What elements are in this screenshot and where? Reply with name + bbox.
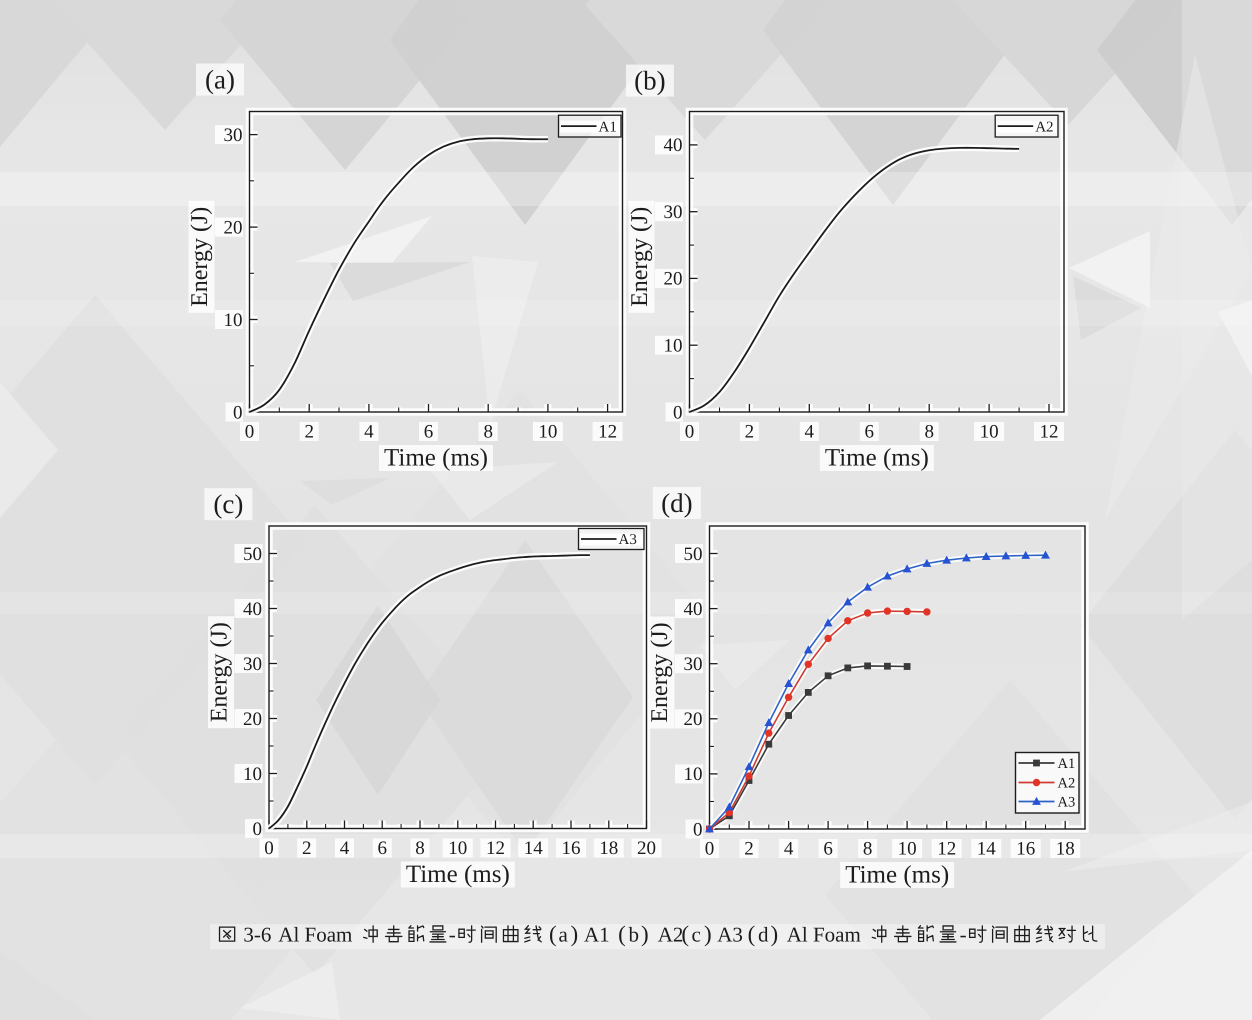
svg-text:20: 20 xyxy=(637,838,656,859)
svg-text:A3: A3 xyxy=(1058,795,1076,811)
svg-text:a: a xyxy=(559,923,569,947)
svg-text:10: 10 xyxy=(980,422,999,443)
svg-text:(: ( xyxy=(549,922,557,947)
svg-text:12: 12 xyxy=(1040,422,1059,443)
svg-text:12: 12 xyxy=(937,839,956,860)
svg-text:8: 8 xyxy=(483,422,493,443)
svg-text:0: 0 xyxy=(264,838,274,859)
svg-text:8: 8 xyxy=(415,838,425,859)
svg-text:Time (ms): Time (ms) xyxy=(845,862,949,889)
svg-text:10: 10 xyxy=(684,764,703,785)
svg-text:(d): (d) xyxy=(661,488,692,518)
svg-text:20: 20 xyxy=(684,709,703,730)
svg-text:0: 0 xyxy=(253,819,263,840)
svg-text:10: 10 xyxy=(243,764,262,785)
svg-text:18: 18 xyxy=(599,838,618,859)
svg-text:c: c xyxy=(692,923,701,947)
svg-text:b: b xyxy=(629,923,640,947)
svg-text:Time (ms): Time (ms) xyxy=(384,445,488,472)
svg-text:): ) xyxy=(571,922,579,947)
svg-text:10: 10 xyxy=(664,336,683,357)
svg-text:3-6: 3-6 xyxy=(243,923,271,947)
svg-text:40: 40 xyxy=(664,135,683,156)
svg-text:40: 40 xyxy=(684,599,703,620)
svg-text:2: 2 xyxy=(302,838,312,859)
svg-text:30: 30 xyxy=(224,125,243,146)
svg-text:20: 20 xyxy=(243,709,262,730)
svg-text:10: 10 xyxy=(538,422,557,443)
svg-text:12: 12 xyxy=(598,422,617,443)
svg-text:d: d xyxy=(758,923,769,947)
svg-text:4: 4 xyxy=(784,839,794,860)
svg-text:14: 14 xyxy=(524,838,544,859)
svg-text:6: 6 xyxy=(424,422,434,443)
svg-text:0: 0 xyxy=(705,839,715,860)
svg-text:0: 0 xyxy=(233,402,243,423)
svg-text:-: - xyxy=(449,923,456,947)
svg-text:50: 50 xyxy=(243,544,262,565)
svg-text:Energy (J): Energy (J) xyxy=(627,207,653,307)
svg-text:8: 8 xyxy=(924,422,934,443)
svg-text:(a): (a) xyxy=(205,65,235,95)
svg-text:4: 4 xyxy=(364,422,374,443)
svg-text:10: 10 xyxy=(224,310,243,331)
svg-text:12: 12 xyxy=(486,838,505,859)
svg-text:6: 6 xyxy=(823,839,833,860)
svg-text:10: 10 xyxy=(448,838,467,859)
svg-text:0: 0 xyxy=(245,422,255,443)
svg-text:(b): (b) xyxy=(634,66,665,96)
svg-text:0: 0 xyxy=(685,422,695,443)
svg-text:Energy (J): Energy (J) xyxy=(187,207,213,307)
svg-text:Time (ms): Time (ms) xyxy=(825,445,929,472)
svg-text:A1: A1 xyxy=(584,923,610,947)
svg-text:(c): (c) xyxy=(213,489,243,519)
svg-text:A1: A1 xyxy=(1058,756,1076,772)
svg-text:30: 30 xyxy=(684,654,703,675)
svg-text:A3: A3 xyxy=(619,532,637,548)
svg-text:10: 10 xyxy=(898,839,917,860)
svg-text:Al Foam: Al Foam xyxy=(278,923,352,947)
svg-text:2: 2 xyxy=(745,422,755,443)
svg-text:A3: A3 xyxy=(717,923,743,947)
svg-text:2: 2 xyxy=(744,839,754,860)
svg-text:Time (ms): Time (ms) xyxy=(406,861,510,888)
svg-text:(: ( xyxy=(681,922,689,947)
svg-text:18: 18 xyxy=(1056,839,1075,860)
svg-text:A2: A2 xyxy=(658,923,684,947)
svg-text:4: 4 xyxy=(340,838,350,859)
svg-text:A1: A1 xyxy=(599,119,617,135)
svg-text:A2: A2 xyxy=(1058,776,1076,792)
svg-text:-: - xyxy=(960,923,967,947)
svg-text:(: ( xyxy=(618,922,626,947)
svg-text:): ) xyxy=(641,922,649,947)
svg-text:6: 6 xyxy=(377,838,387,859)
svg-text:16: 16 xyxy=(562,838,581,859)
svg-text:14: 14 xyxy=(977,839,997,860)
svg-text:4: 4 xyxy=(805,422,815,443)
svg-text:30: 30 xyxy=(664,202,683,223)
svg-text:Energy (J): Energy (J) xyxy=(207,622,233,722)
svg-text:): ) xyxy=(771,922,779,947)
svg-text:A2: A2 xyxy=(1035,119,1053,135)
svg-text:): ) xyxy=(704,922,712,947)
svg-text:8: 8 xyxy=(863,839,873,860)
svg-text:30: 30 xyxy=(243,654,262,675)
svg-text:Energy (J): Energy (J) xyxy=(647,622,673,722)
svg-text:40: 40 xyxy=(243,599,262,620)
svg-text:Al Foam: Al Foam xyxy=(787,923,861,947)
svg-text:6: 6 xyxy=(865,422,875,443)
svg-text:(: ( xyxy=(748,922,756,947)
svg-text:50: 50 xyxy=(684,544,703,565)
svg-text:16: 16 xyxy=(1016,839,1035,860)
svg-text:20: 20 xyxy=(664,269,683,290)
svg-text:20: 20 xyxy=(224,217,243,238)
svg-text:0: 0 xyxy=(693,819,703,840)
svg-text:0: 0 xyxy=(673,402,683,423)
svg-text:2: 2 xyxy=(304,422,314,443)
